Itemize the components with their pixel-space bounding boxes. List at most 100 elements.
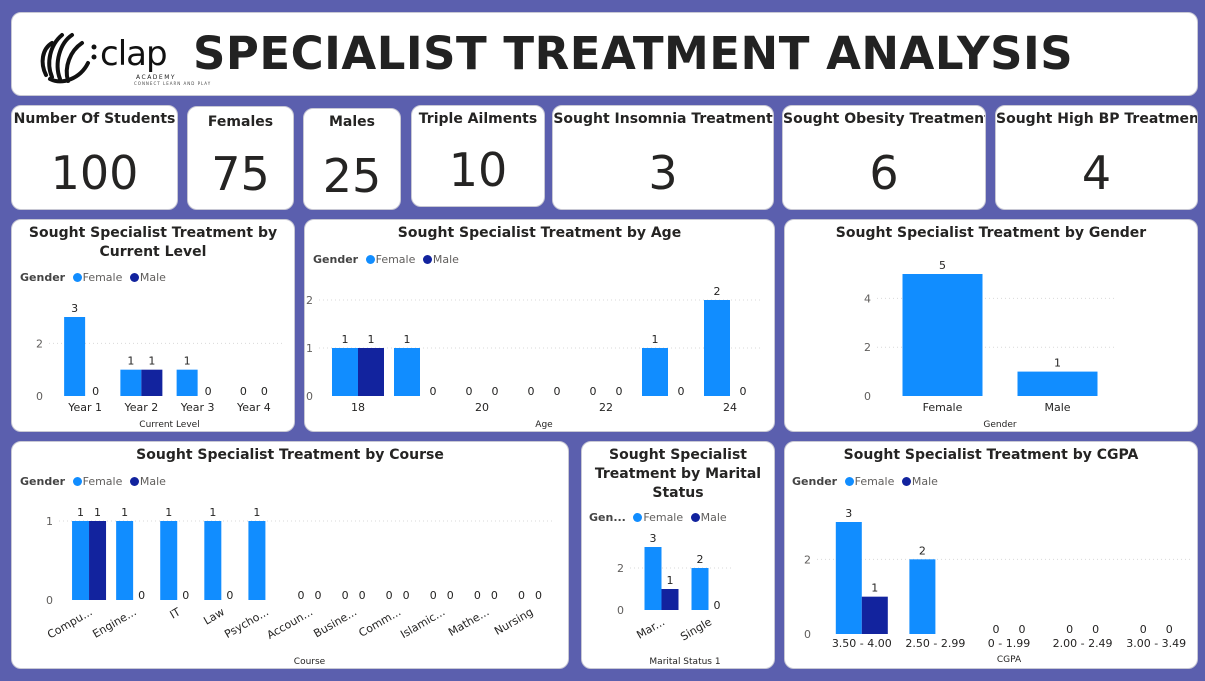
bar-female[interactable] xyxy=(835,522,862,634)
bar-female[interactable] xyxy=(204,521,222,600)
chart-card-current-level[interactable]: Sought Specialist Treatment by Current L… xyxy=(11,219,295,432)
bar-female[interactable] xyxy=(1017,371,1098,396)
bar-plot-course[interactable]: 011 1Compu...10Engine...10IT10Law1Psycho.… xyxy=(12,442,569,669)
chart-card-cgpa[interactable]: Sought Specialist Treatment by CGPA Gend… xyxy=(784,441,1198,669)
legend-female-label[interactable]: Female xyxy=(643,511,684,524)
kpi-card-high-bp[interactable]: Sought High BP Treatment 4 xyxy=(995,105,1198,210)
y-tick-label: 1 xyxy=(46,515,53,528)
chart-legend[interactable]: Gender Female Male xyxy=(20,475,166,488)
legend-female-label[interactable]: Female xyxy=(854,475,895,488)
bar-female[interactable] xyxy=(72,521,90,600)
chart-legend[interactable]: Gender Female Male xyxy=(313,253,459,266)
kpi-label: Sought High BP Treatment xyxy=(996,111,1198,127)
data-label: 0 xyxy=(491,589,498,602)
kpi-label: Triple Ailments xyxy=(418,111,538,127)
data-label: 0 xyxy=(240,385,247,398)
x-tick-label: Year 4 xyxy=(236,401,271,414)
x-tick-label: Compu... xyxy=(45,605,94,641)
data-label: 0 xyxy=(430,589,437,602)
bar-male[interactable] xyxy=(358,348,384,396)
kpi-value: 6 xyxy=(869,146,899,200)
x-tick-label: Mathe... xyxy=(446,605,491,639)
x-tick-label: 18 xyxy=(351,401,365,414)
logo-slogan: CONNECT LEARN AND PLAY xyxy=(134,81,212,86)
bar-female[interactable] xyxy=(642,348,668,396)
legend-male-label[interactable]: Male xyxy=(432,253,459,266)
data-label: 0 xyxy=(1019,623,1026,636)
legend-female-label[interactable]: Female xyxy=(82,271,123,284)
chart-legend[interactable]: Gen... Female Male xyxy=(589,511,727,524)
data-label: 0 xyxy=(138,589,145,602)
bar-male[interactable] xyxy=(89,521,107,600)
legend-male-label[interactable]: Male xyxy=(139,475,166,488)
bar-female[interactable] xyxy=(902,274,983,396)
chart-title-line: Treatment by Marital xyxy=(594,466,762,482)
bar-male[interactable] xyxy=(661,589,679,610)
chart-title-line: Sought Specialist Treatment by CGPA xyxy=(843,447,1139,463)
chart-card-age[interactable]: Sought Specialist Treatment by Age Gende… xyxy=(304,219,775,432)
data-label: 0 xyxy=(1140,623,1147,636)
legend-female-label[interactable]: Female xyxy=(82,475,123,488)
x-tick-label: 3.00 - 3.49 xyxy=(1126,637,1186,650)
legend-title: Gender xyxy=(20,271,66,284)
data-label: 0 xyxy=(528,385,535,398)
logo-wordmark: clap xyxy=(100,34,168,74)
chart-card-gender[interactable]: Sought Specialist Treatment by Gender 0 2… xyxy=(784,219,1198,432)
bar-female[interactable] xyxy=(691,568,709,610)
bar-female[interactable] xyxy=(909,559,936,634)
data-label: 1 xyxy=(342,333,349,346)
legend-male-label[interactable]: Male xyxy=(139,271,166,284)
chart-legend[interactable]: Gender Female Male xyxy=(792,475,938,488)
data-label: 1 xyxy=(121,506,128,519)
kpi-card-females[interactable]: Females 75 xyxy=(187,106,294,210)
kpi-card-insomnia[interactable]: Sought Insomnia Treatment 3 xyxy=(552,105,774,210)
bar-male[interactable] xyxy=(141,369,163,396)
data-label: 2 xyxy=(697,553,704,566)
kpi-label: Males xyxy=(328,114,375,130)
bar-female[interactable] xyxy=(176,369,198,396)
legend-female-swatch xyxy=(844,477,854,486)
bar-female[interactable] xyxy=(644,547,662,610)
legend-male-label[interactable]: Male xyxy=(911,475,938,488)
kpi-value: 10 xyxy=(448,143,508,197)
bar-plot-current-level[interactable]: 0 2 3 0 Year 1 1 1 Year 2 1 0 Year 3 0 0 Year 4 Curren… xyxy=(12,220,295,432)
data-label: 1 xyxy=(184,355,191,368)
bar-female[interactable] xyxy=(394,348,420,396)
data-label: 0 xyxy=(554,385,561,398)
y-tick-label: 0 xyxy=(36,390,43,403)
bar-female[interactable] xyxy=(160,521,178,600)
data-label: 1 xyxy=(667,574,674,587)
kpi-card-obesity[interactable]: Sought Obesity Treatment 6 xyxy=(782,105,986,210)
legend-male-swatch xyxy=(129,273,139,282)
data-label: 1 xyxy=(77,506,84,519)
legend-female-label[interactable]: Female xyxy=(375,253,416,266)
y-tick-label: 2 xyxy=(617,562,624,575)
kpi-card-triple-ailments[interactable]: Triple Ailments 10 xyxy=(411,105,545,207)
bar-female[interactable] xyxy=(116,521,134,600)
legend-male-label[interactable]: Male xyxy=(700,511,727,524)
kpi-card-students[interactable]: Number Of Students 100 xyxy=(11,105,178,210)
bar-female[interactable] xyxy=(64,317,86,396)
bar-female[interactable] xyxy=(248,521,266,600)
y-tick-label: 0 xyxy=(46,594,53,607)
chart-card-course[interactable]: Sought Specialist Treatment by Course Ge… xyxy=(11,441,569,669)
page-title: SPECIALIST TREATMENT ANALYSIS xyxy=(193,27,1074,80)
bar-female[interactable] xyxy=(332,348,358,396)
legend-male-swatch xyxy=(690,513,700,522)
bar-female[interactable] xyxy=(120,369,142,396)
kpi-card-males[interactable]: Males 25 xyxy=(303,108,401,210)
x-tick-label: 24 xyxy=(723,401,737,414)
y-tick-label: 0 xyxy=(804,628,811,641)
bar-female[interactable] xyxy=(704,300,730,396)
chart-card-marital-status[interactable]: Sought Specialist Treatment by Marital S… xyxy=(581,441,775,669)
bar-male[interactable] xyxy=(861,596,888,634)
chart-legend[interactable]: Gender Female Male xyxy=(20,271,166,284)
y-tick-label: 2 xyxy=(36,337,43,350)
bar-plot-gender[interactable]: 0 2 4 5 Female 1 Male Gender xyxy=(785,220,1198,432)
chart-title: Sought Specialist Treatment by Gender xyxy=(785,224,1197,243)
x-tick-label: Male xyxy=(1044,401,1070,414)
kpi-label: Sought Insomnia Treatment xyxy=(553,111,773,127)
